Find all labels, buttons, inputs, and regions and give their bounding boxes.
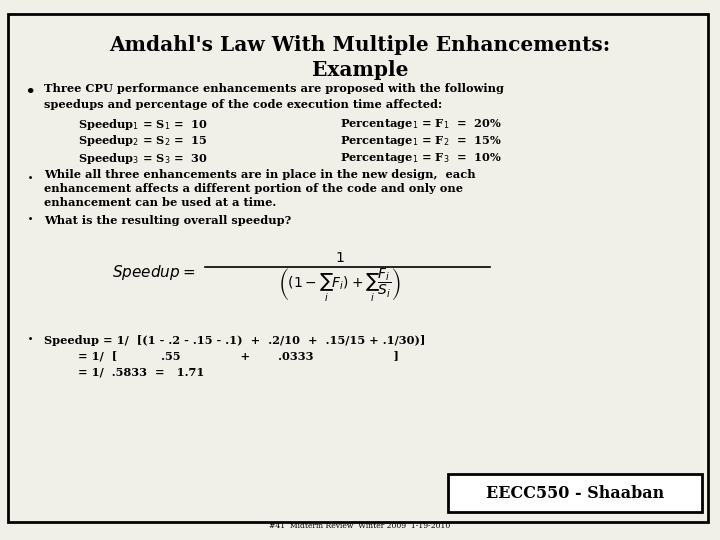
Text: EECC550 - Shaaban: EECC550 - Shaaban: [486, 484, 664, 502]
Text: enhancement affects a different portion of the code and only one: enhancement affects a different portion …: [44, 184, 463, 194]
Text: $1$: $1$: [336, 251, 345, 265]
Text: Amdahl's Law With Multiple Enhancements:: Amdahl's Law With Multiple Enhancements:: [109, 35, 611, 55]
Text: Percentage$_1$ = F$_1$  =  20%: Percentage$_1$ = F$_1$ = 20%: [340, 117, 503, 131]
Bar: [448, 474, 702, 512]
Text: Percentage$_1$ = F$_3$  =  10%: Percentage$_1$ = F$_3$ = 10%: [340, 151, 503, 165]
Text: #41  Midterm Review  Winter 2009  1-19-2010: #41 Midterm Review Winter 2009 1-19-2010: [269, 522, 451, 530]
Text: Speedup$_3$ = S$_3$ =  30: Speedup$_3$ = S$_3$ = 30: [78, 151, 208, 165]
Text: What is the resulting overall speedup?: What is the resulting overall speedup?: [44, 214, 292, 226]
Text: Speedup = 1/  [(1 - .2 - .15 - .1)  +  .2/10  +  .15/15 + .1/30)]: Speedup = 1/ [(1 - .2 - .15 - .1) + .2/1…: [44, 334, 426, 346]
Text: = 1/  .5833  =   1.71: = 1/ .5833 = 1.71: [78, 367, 204, 377]
Text: Percentage$_1$ = F$_2$  =  15%: Percentage$_1$ = F$_2$ = 15%: [340, 134, 503, 148]
Text: Speedup$_2$ = S$_2$ =  15: Speedup$_2$ = S$_2$ = 15: [78, 133, 207, 148]
Text: Speedup$_1$ = S$_1$ =  10: Speedup$_1$ = S$_1$ = 10: [78, 117, 208, 132]
Text: speedups and percentage of the code execution time affected:: speedups and percentage of the code exec…: [44, 98, 442, 110]
Text: ·: ·: [27, 168, 34, 190]
Text: enhancement can be used at a time.: enhancement can be used at a time.: [44, 198, 276, 208]
Text: ·: ·: [27, 329, 34, 351]
Text: $\left((1-\sum_i \boldsymbol{F_i})+\sum_i\dfrac{\boldsymbol{F_i}}{\boldsymbol{S_: $\left((1-\sum_i \boldsymbol{F_i})+\sum_…: [279, 266, 402, 303]
Text: •: •: [24, 84, 36, 102]
Text: ·: ·: [27, 209, 34, 231]
Text: Example: Example: [312, 60, 408, 80]
Text: While all three enhancements are in place in the new design,  each: While all three enhancements are in plac…: [44, 168, 476, 179]
Text: = 1/  [           .55               +       .0333                    ]: = 1/ [ .55 + .0333 ]: [78, 350, 399, 361]
Text: Three CPU performance enhancements are proposed with the following: Three CPU performance enhancements are p…: [44, 84, 504, 94]
Text: $\mathit{Speedup} = $: $\mathit{Speedup} = $: [112, 262, 195, 281]
